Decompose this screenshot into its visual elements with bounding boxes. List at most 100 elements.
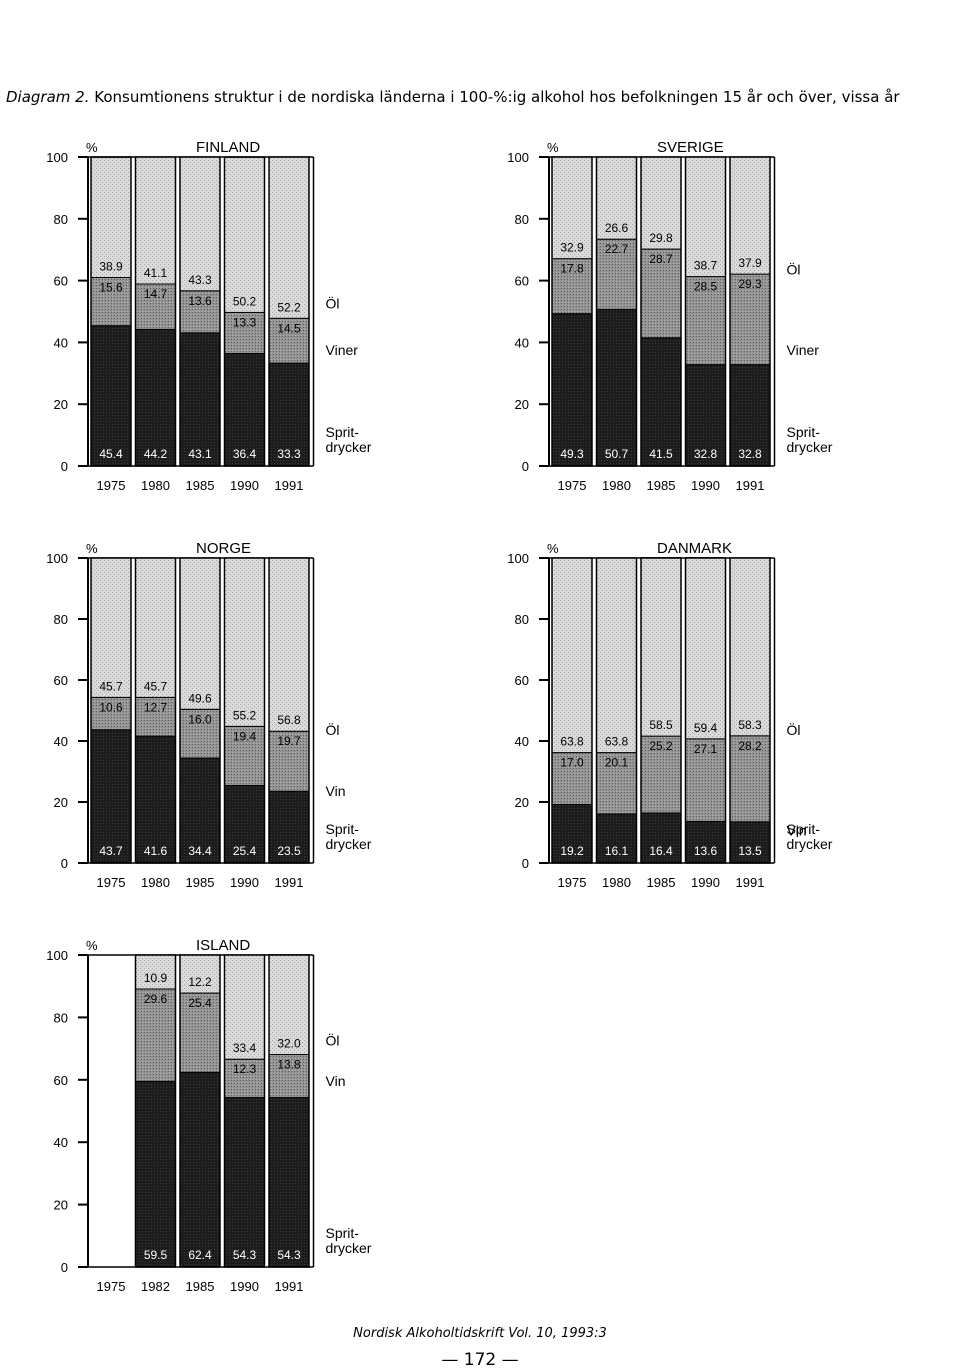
data-label: 45.7 (99, 679, 123, 693)
bar-segment-vin (729, 735, 771, 823)
data-label: 62.4 (188, 1248, 212, 1262)
legend-label-ol: Öl (326, 294, 340, 311)
x-tick-label: 1980 (602, 478, 631, 493)
data-label: 52.2 (277, 300, 301, 314)
legend-label-sprit: drycker (326, 1240, 372, 1256)
bar-segment-sprit (596, 308, 637, 467)
y-tick-label: 100 (507, 150, 529, 165)
y-tick-label: 60 (54, 274, 68, 289)
bar-segment-ol (596, 156, 637, 240)
bar-segment-vin (135, 988, 176, 1082)
bar-segment-ol (224, 954, 265, 1060)
y-tick-label: 100 (507, 551, 529, 566)
y-tick-label: 80 (54, 612, 68, 627)
data-label: 14.7 (144, 287, 168, 301)
data-label: 38.9 (99, 260, 123, 274)
unit-label: % (86, 938, 98, 953)
bar-segment-ol (729, 557, 771, 737)
x-tick-label: 1991 (275, 875, 304, 890)
x-tick-label: 1991 (736, 478, 765, 493)
data-label: 27.1 (694, 742, 718, 756)
data-label: 17.8 (560, 262, 584, 276)
data-label: 33.4 (233, 1041, 257, 1055)
x-tick-label: 1991 (275, 1279, 304, 1294)
x-tick-label: 1975 (97, 1279, 126, 1294)
x-tick-label: 1985 (186, 875, 215, 890)
chart-finland: % FINLAND 0 20 40 60 80 100 45.4 15.6 38.9 1975 44.2… (46, 139, 371, 493)
x-tick-label: 1975 (558, 478, 587, 493)
bar-segment-ol (224, 156, 265, 313)
data-label: 29.3 (738, 277, 762, 291)
chart-title: DANMARK (657, 540, 732, 557)
data-label: 59.5 (144, 1248, 168, 1262)
chart-title: ISLAND (196, 937, 250, 954)
y-tick-label: 100 (46, 551, 68, 566)
bar-segment-ol (268, 557, 310, 732)
unit-label: % (547, 140, 559, 155)
data-label: 56.8 (277, 713, 301, 727)
x-tick-label: 1980 (602, 875, 631, 890)
y-tick-label: 80 (54, 212, 68, 227)
data-label: 10.9 (144, 971, 168, 985)
chart-norge: % NORGE 0 20 40 60 80 100 43.7 10.6 45.7 1975 41.6 12… (46, 540, 371, 890)
data-label: 16.4 (649, 844, 673, 858)
y-tick-label: 60 (54, 1073, 68, 1088)
y-tick-label: 80 (54, 1010, 68, 1025)
y-tick-label: 0 (61, 1260, 68, 1275)
bar-segment-sprit (90, 325, 132, 467)
unit-label: % (86, 541, 98, 556)
legend-label-vin: Viner (326, 342, 359, 358)
legend-label-ol: Öl (326, 721, 340, 738)
x-tick-label: 1982 (141, 1279, 170, 1294)
legend-label-sprit: Sprit- (787, 424, 821, 440)
bar-segment-ol (90, 156, 132, 279)
figure-caption: Diagram 2. Konsumtionens struktur i de n… (6, 88, 956, 106)
data-label: 26.6 (605, 221, 629, 235)
bar-segment-ol (640, 557, 682, 737)
data-label: 13.8 (277, 1058, 301, 1072)
bar-segment-ol (729, 156, 771, 275)
legend-label-vin: Vin (326, 783, 346, 799)
data-label: 36.4 (233, 447, 257, 461)
data-label: 32.8 (738, 447, 762, 461)
data-label: 10.6 (99, 700, 123, 714)
data-label: 43.1 (188, 447, 212, 461)
bar-segment-sprit (729, 821, 771, 864)
data-label: 19.2 (560, 844, 584, 858)
legend-label-ol: Öl (326, 1031, 340, 1048)
data-label: 34.4 (188, 844, 212, 858)
bar-segment-sprit (596, 813, 637, 864)
chart-title: NORGE (196, 540, 251, 557)
y-tick-label: 40 (54, 335, 68, 350)
x-tick-label: 1990 (691, 478, 720, 493)
bar-segment-ol (268, 954, 310, 1056)
y-tick-label: 100 (46, 150, 68, 165)
legend-label-vin: Viner (787, 342, 820, 358)
x-tick-label: 1980 (141, 478, 170, 493)
data-label: 54.3 (233, 1248, 257, 1262)
data-label: 12.7 (144, 700, 168, 714)
data-label: 58.3 (738, 718, 762, 732)
data-label: 28.2 (738, 739, 762, 753)
y-tick-label: 0 (522, 459, 529, 474)
x-tick-label: 1985 (647, 875, 676, 890)
data-label: 32.9 (560, 241, 584, 255)
data-label: 44.2 (144, 447, 168, 461)
bar-segment-vin (268, 317, 310, 364)
bar-segment-ol (224, 557, 265, 727)
x-tick-label: 1975 (558, 875, 587, 890)
data-label: 25.4 (233, 844, 257, 858)
legend-label-vin: Vin (326, 1073, 346, 1089)
x-tick-label: 1975 (97, 875, 126, 890)
y-tick-label: 0 (522, 856, 529, 871)
x-tick-label: 1991 (736, 875, 765, 890)
y-tick-label: 60 (515, 274, 529, 289)
bar-segment-sprit (179, 1071, 221, 1268)
bar-segment-sprit (551, 313, 593, 467)
y-tick-label: 80 (515, 612, 529, 627)
bar-segment-ol (135, 156, 176, 285)
bar-segment-sprit (224, 1097, 265, 1268)
data-label: 28.5 (694, 280, 718, 294)
data-label: 58.5 (649, 718, 673, 732)
